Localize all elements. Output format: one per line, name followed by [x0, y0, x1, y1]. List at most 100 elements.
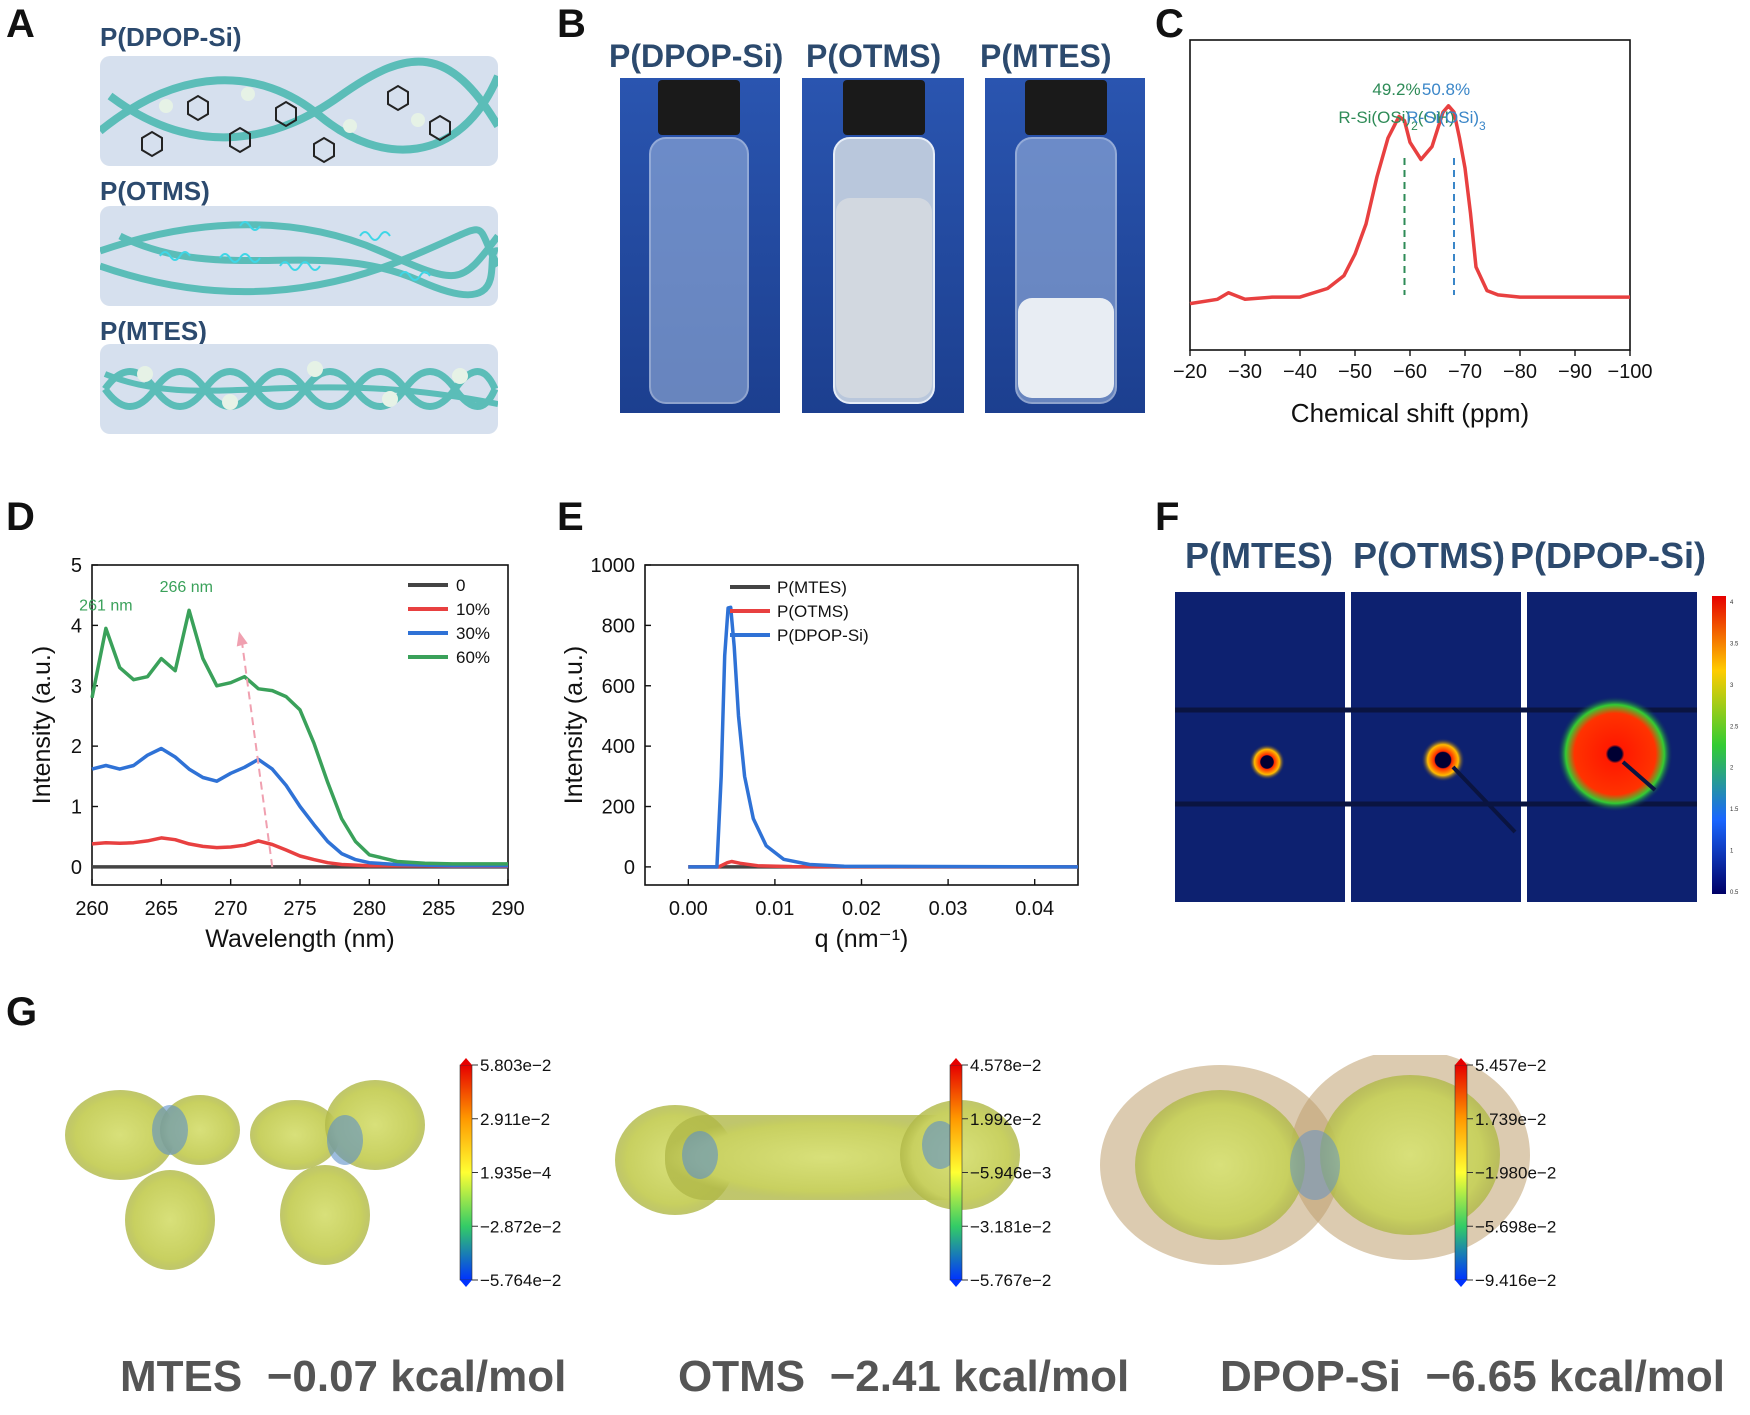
- g-energy-dpop: −6.65 kcal/mol: [1425, 1352, 1726, 1401]
- c-xtick-label: −20: [1173, 361, 1207, 383]
- e-ytick-label: 1000: [591, 555, 636, 577]
- g-scale-bottom-arrow-2: [1455, 1280, 1467, 1287]
- e-ytick-label: 600: [602, 676, 635, 698]
- c-xlabel: Chemical shift (ppm): [1291, 398, 1529, 428]
- a-chains-mtes: [102, 361, 499, 410]
- g-scale-label-1-3: −3.181e−2: [970, 1217, 1051, 1236]
- g-scale-label-2-2: −1.980e−2: [1475, 1164, 1556, 1183]
- g-energy-mtes: −0.07 kcal/mol: [266, 1352, 567, 1401]
- d-ylabel: Intensity (a.u.): [30, 646, 56, 804]
- f-colorbar-tick-5: 1.5: [1730, 807, 1739, 813]
- g-scale-label-0-4: −5.764e−2: [480, 1271, 561, 1290]
- d-xtick-label: 285: [422, 898, 455, 920]
- g-mol-mtes: [65, 1080, 425, 1270]
- d-xtick-label: 270: [214, 898, 247, 920]
- g-scale-label-0-1: 2.911e−2: [480, 1110, 550, 1129]
- g-scale-bar-2: [1454, 1064, 1468, 1281]
- g-scale-top-arrow-1: [950, 1058, 962, 1065]
- d-xtick-label: 260: [75, 898, 108, 920]
- c-xtick-label: −50: [1338, 361, 1372, 383]
- a-chains-otms: [98, 221, 502, 299]
- d-xtick-label: 280: [353, 898, 386, 920]
- c-xtick-label: −30: [1228, 361, 1262, 383]
- g-scale-label-1-4: −5.767e−2: [970, 1271, 1051, 1290]
- b-vial-mtes: [1015, 80, 1117, 404]
- d-xlabel: Wavelength (nm): [205, 925, 394, 953]
- g-scale-label-0-2: 1.935e−4: [480, 1164, 551, 1183]
- e-ytick-label: 800: [602, 615, 635, 637]
- g-name-mtes: MTES: [120, 1352, 243, 1401]
- g-esp-surfaces: 5.803e−2 2.911e−2 1.935e−4 −2.872e−2 −5.764e…: [65, 1055, 1556, 1290]
- panel-label-g: G: [6, 990, 38, 1034]
- f-colorbar-tick-1: 3.5: [1730, 641, 1739, 647]
- f-colorbar-tick-6: 1: [1730, 849, 1734, 855]
- b-vial-otms: [833, 80, 935, 404]
- g-scale-label-0-3: −2.872e−2: [480, 1217, 561, 1236]
- d-annotation-1: 266 nm: [160, 579, 213, 596]
- b-vial-photos: [620, 78, 1145, 413]
- d-shift-arrowhead: [236, 631, 248, 647]
- e-xtick-label: 0.00: [669, 898, 708, 920]
- d-legend-label-1: 10%: [456, 600, 490, 619]
- f-colorbar-tick-7: 0.5: [1730, 890, 1739, 896]
- g-caption-mtes: MTES −0.07 kcal/mol: [120, 1352, 566, 1402]
- g-scale-top-arrow-0: [460, 1058, 472, 1065]
- b-vial-dpop: [649, 80, 749, 404]
- d-series-2: [91, 746, 508, 868]
- a-band-mtes: [100, 344, 499, 434]
- chart-e: 0.00 0.01 0.02 0.03 0.04 0 200 400 600 800 1000 q (…: [560, 555, 1079, 953]
- c-xtick-label: −90: [1558, 361, 1592, 383]
- f-colorbar-tick-2: 3: [1730, 683, 1734, 689]
- b-label-dpop: P(DPOP-Si): [609, 38, 784, 74]
- a-label-dpop: P(DPOP-Si): [100, 22, 242, 52]
- panel-label-d: D: [6, 495, 35, 539]
- e-legend-label-2: P(DPOP-Si): [777, 626, 869, 645]
- c-annotation-label-1: R-Si(OSi)3: [1406, 108, 1486, 133]
- g-caption-otms: OTMS −2.41 kcal/mol: [678, 1352, 1129, 1402]
- e-xtick-label: 0.01: [755, 898, 794, 920]
- d-xtick-label: 275: [283, 898, 316, 920]
- g-scale-label-2-0: 5.457e−2: [1475, 1056, 1546, 1075]
- c-xtick-label: −60: [1393, 361, 1427, 383]
- a-band-dpop: [97, 56, 502, 166]
- d-ytick-label: 2: [71, 736, 82, 758]
- panel-label-b: B: [557, 2, 586, 46]
- chart-d: 260 265 270 275 280 285 290 0 1 2 3 4 5 Wavelength (n…: [30, 555, 525, 953]
- g-name-otms: OTMS: [678, 1352, 806, 1401]
- e-legend-label-0: P(MTES): [777, 578, 847, 597]
- g-energy-otms: −2.41 kcal/mol: [829, 1352, 1130, 1401]
- f-label-mtes: P(MTES): [1185, 535, 1333, 576]
- a-label-mtes: P(MTES): [100, 316, 207, 346]
- panel-label-e: E: [557, 495, 584, 539]
- f-label-otms: P(OTMS): [1353, 535, 1505, 576]
- d-ytick-label: 3: [71, 676, 82, 698]
- b-label-otms: P(OTMS): [806, 38, 942, 74]
- e-legend-label-1: P(OTMS): [777, 602, 849, 621]
- f-saxs-patterns: 4 3.5 3 2.5 2 1.5 1 0.5: [1175, 592, 1739, 902]
- c-xtick-label: −80: [1503, 361, 1537, 383]
- g-caption-dpop: DPOP-Si −6.65 kcal/mol: [1220, 1352, 1725, 1402]
- d-ytick-label: 4: [71, 615, 82, 637]
- e-xlabel: q (nm⁻¹): [815, 925, 909, 953]
- e-ytick-label: 200: [602, 797, 635, 819]
- e-ytick-label: 400: [602, 736, 635, 758]
- e-plot-frame: [644, 564, 1079, 886]
- g-scale-label-1-2: −5.946e−3: [970, 1164, 1051, 1183]
- c-annotation-label-0: R-Si(OSi)2(OH): [1338, 108, 1454, 133]
- c-annotation-pct-1: 50.8%: [1422, 80, 1470, 99]
- g-scale-bar-1: [949, 1064, 963, 1281]
- g-name-dpop: DPOP-Si: [1220, 1352, 1401, 1401]
- e-series-2: [688, 605, 1079, 869]
- panel-label-c: C: [1155, 2, 1184, 46]
- chart-c: −20 −30 −40 −50 −60 −70 −80 −90 −100 Chemical shi…: [1173, 39, 1653, 428]
- e-ytick-label: 0: [624, 857, 635, 879]
- d-xtick-label: 290: [491, 898, 524, 920]
- g-scale-bottom-arrow-0: [460, 1280, 472, 1287]
- e-series-1: [688, 859, 1079, 869]
- d-annotation-0: 261 nm: [79, 597, 132, 614]
- g-scale-label-2-1: 1.739e−2: [1475, 1110, 1546, 1129]
- g-scale-label-1-1: 1.992e−2: [970, 1110, 1041, 1129]
- a-chains-dpop: [97, 57, 502, 164]
- f-colorbar-tick-3: 2.5: [1730, 724, 1739, 730]
- g-mol-dpop: [1100, 1055, 1530, 1265]
